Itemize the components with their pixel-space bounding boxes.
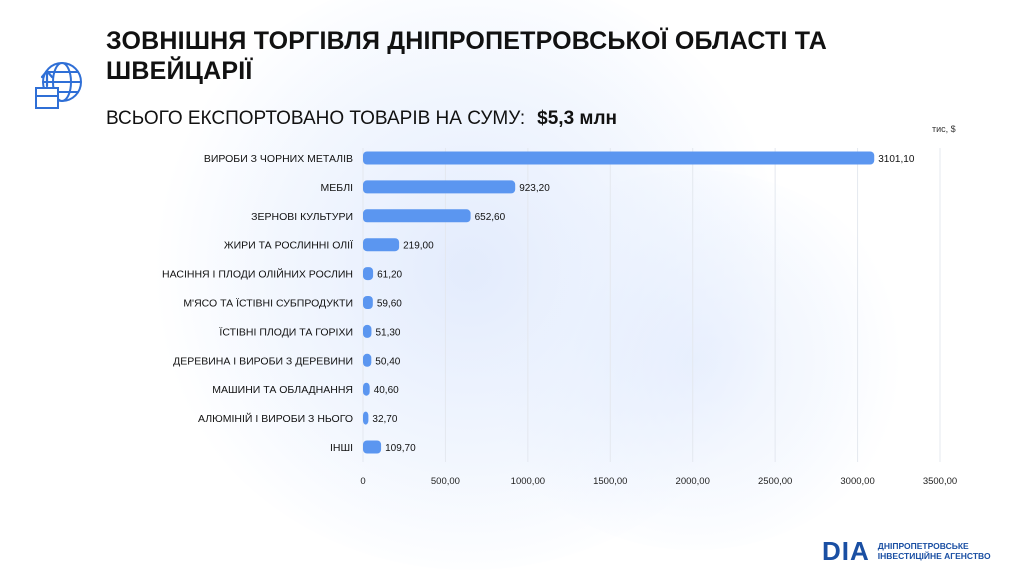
category-label: ДЕРЕВИНА І ВИРОБИ З ДЕРЕВИНИ: [173, 355, 353, 367]
value-label: 652,60: [475, 212, 506, 223]
x-tick-label: 2000,00: [676, 476, 710, 487]
value-label: 3101,10: [878, 154, 915, 165]
category-label: АЛЮМІНІЙ І ВИРОБИ З НЬОГО: [198, 412, 353, 425]
bar: [363, 411, 369, 425]
category-label: ЗЕРНОВІ КУЛЬТУРИ: [251, 211, 353, 223]
category-label: ВИРОБИ З ЧОРНИХ МЕТАЛІВ: [204, 153, 353, 165]
value-label: 50,40: [375, 356, 400, 367]
value-label: 219,00: [403, 241, 434, 252]
category-label: НАСІННЯ І ПЛОДИ ОЛІЙНИХ РОСЛИН: [162, 268, 353, 281]
export-total-label: ВСЬОГО ЕКСПОРТОВАНО ТОВАРІВ НА СУМУ:: [106, 108, 526, 129]
value-label: 51,30: [375, 327, 400, 338]
x-tick-label: 2500,00: [758, 476, 792, 487]
logo-text-line2: ІНВЕСТИЦІЙНЕ АГЕНСТВО: [877, 551, 991, 561]
bar: [363, 382, 370, 396]
bar: [363, 296, 373, 309]
x-tick-label: 500,00: [431, 476, 460, 487]
background-glow-secondary: [480, 170, 910, 550]
logo-text-line1: ДНІПРОПЕТРОВСЬКЕ: [877, 541, 969, 551]
page-title: ЗОВНІШНЯ ТОРГІВЛЯ ДНІПРОПЕТРОВСЬКОЇ ОБЛА…: [106, 27, 827, 85]
value-label: 109,70: [385, 443, 416, 454]
agency-logo: DIA ДНІПРОПЕТРОВСЬКЕ ІНВЕСТИЦІЙНЕ АГЕНСТ…: [822, 538, 991, 564]
category-label: МАШИНИ ТА ОБЛАДНАННЯ: [212, 384, 353, 396]
x-tick-label: 3000,00: [840, 476, 874, 487]
value-label: 40,60: [374, 385, 399, 396]
category-label: ЖИРИ ТА РОСЛИННІ ОЛІЇ: [224, 240, 353, 252]
value-label: 61,20: [377, 270, 402, 281]
x-tick-label: 0: [360, 476, 365, 487]
bar: [363, 180, 516, 194]
bar: [363, 151, 875, 165]
logo-text: ДНІПРОПЕТРОВСЬКЕ ІНВЕСТИЦІЙНЕ АГЕНСТВО: [878, 541, 991, 561]
bar: [363, 324, 372, 338]
category-label: ІНШІ: [330, 442, 353, 454]
x-tick-label: 3500,00: [923, 476, 957, 487]
value-label: 59,60: [377, 299, 402, 310]
bar: [363, 209, 471, 223]
export-total-amount: $5,3 млн: [537, 108, 618, 129]
category-label: МЕБЛІ: [321, 182, 353, 194]
bar: [363, 267, 374, 281]
value-label: 32,70: [372, 414, 397, 425]
x-tick-label: 1500,00: [593, 476, 627, 487]
category-label: ЇСТІВНІ ПЛОДИ ТА ГОРІХИ: [219, 326, 353, 338]
logo-mark: DIA: [822, 536, 870, 566]
bar: [363, 440, 382, 454]
units-label: тис, $: [932, 124, 956, 134]
category-label: М'ЯСО ТА ЇСТІВНІ СУБПРОДУКТИ: [183, 298, 353, 310]
x-tick-label: 1000,00: [511, 476, 545, 487]
bar: [363, 238, 400, 252]
globe-box-export-icon: [35, 62, 82, 109]
bar: [363, 353, 372, 367]
export-total-line: ВСЬОГО ЕКСПОРТОВАНО ТОВАРІВ НА СУМУ: $5,3…: [106, 107, 617, 131]
value-label: 923,20: [519, 183, 550, 194]
